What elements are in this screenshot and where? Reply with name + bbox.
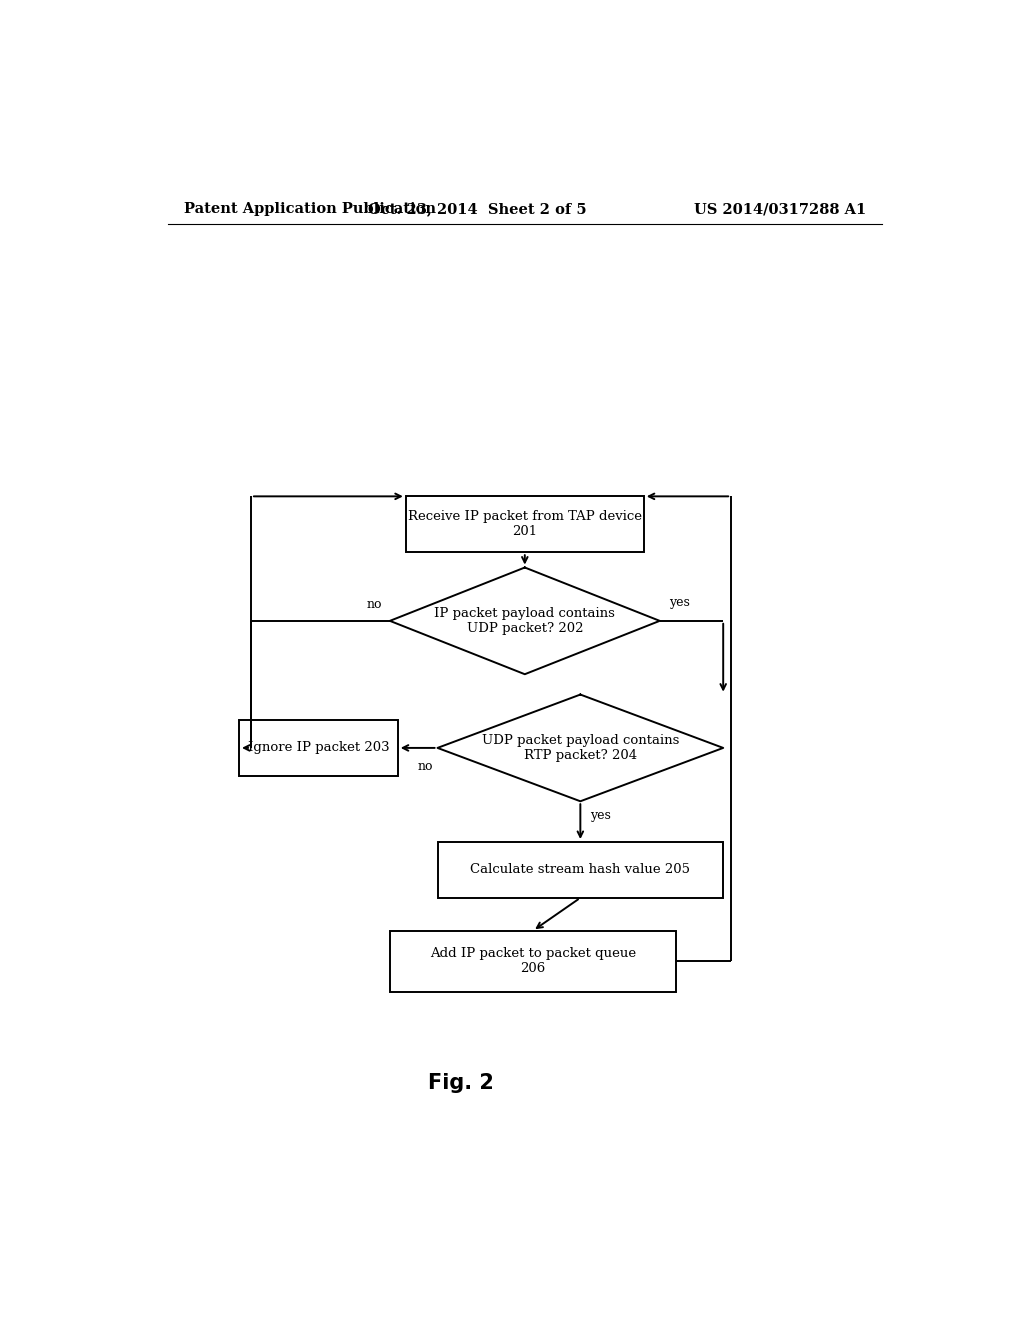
FancyBboxPatch shape xyxy=(390,931,676,991)
Text: Fig. 2: Fig. 2 xyxy=(428,1073,495,1093)
Text: no: no xyxy=(418,760,433,774)
FancyBboxPatch shape xyxy=(406,496,644,552)
Text: yes: yes xyxy=(670,595,690,609)
Text: Oct. 23, 2014  Sheet 2 of 5: Oct. 23, 2014 Sheet 2 of 5 xyxy=(368,202,587,216)
Text: yes: yes xyxy=(590,809,610,822)
Text: no: no xyxy=(367,598,382,611)
Text: Add IP packet to packet queue
206: Add IP packet to packet queue 206 xyxy=(430,948,636,975)
Text: US 2014/0317288 A1: US 2014/0317288 A1 xyxy=(694,202,866,216)
Text: Receive IP packet from TAP device
201: Receive IP packet from TAP device 201 xyxy=(408,511,642,539)
Text: Patent Application Publication: Patent Application Publication xyxy=(183,202,435,216)
Text: IP packet payload contains
UDP packet? 202: IP packet payload contains UDP packet? 2… xyxy=(434,607,615,635)
FancyBboxPatch shape xyxy=(437,842,723,898)
FancyBboxPatch shape xyxy=(239,719,397,776)
Text: Calculate stream hash value 205: Calculate stream hash value 205 xyxy=(470,863,690,876)
Text: UDP packet payload contains
RTP packet? 204: UDP packet payload contains RTP packet? … xyxy=(481,734,679,762)
Text: Ignore IP packet 203: Ignore IP packet 203 xyxy=(248,742,389,755)
